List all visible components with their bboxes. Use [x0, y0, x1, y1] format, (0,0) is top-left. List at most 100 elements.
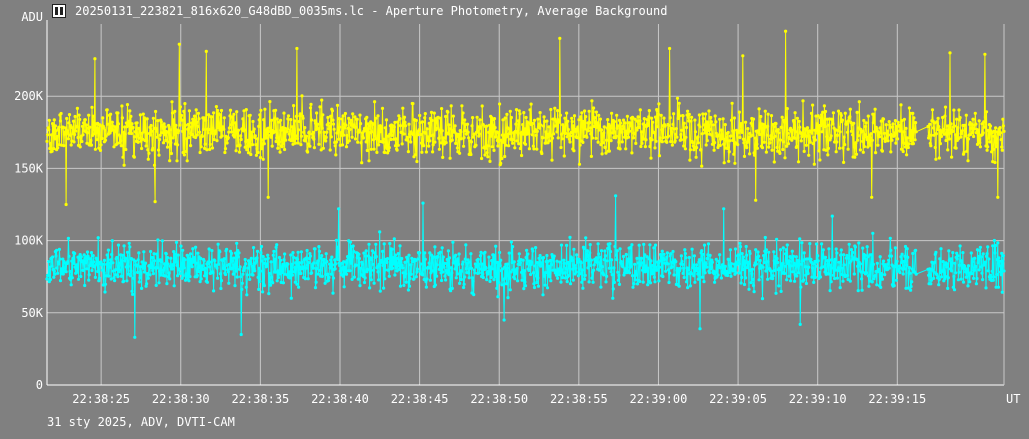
data-point: [821, 248, 825, 252]
data-point: [674, 260, 678, 264]
data-point: [297, 128, 301, 132]
data-point: [326, 121, 331, 125]
data-point: [857, 241, 861, 245]
data-point: [904, 286, 908, 290]
data-point: [341, 114, 345, 118]
data-point: [804, 273, 808, 277]
data-point: [123, 132, 127, 136]
data-point: [458, 281, 462, 285]
data-point: [813, 275, 818, 279]
data-point: [864, 121, 868, 125]
data-point: [262, 118, 266, 122]
data-point: [58, 279, 63, 283]
data-point: [963, 264, 967, 268]
data-point: [737, 262, 741, 266]
data-point: [517, 142, 521, 146]
data-point: [186, 122, 190, 127]
data-point: [331, 122, 336, 126]
data-point: [955, 251, 959, 255]
data-point: [529, 102, 533, 106]
data-point: [733, 161, 737, 165]
data-point: [847, 242, 851, 246]
data-point: [656, 112, 661, 116]
data-point: [799, 262, 803, 266]
data-point: [698, 327, 702, 331]
data-point: [662, 252, 666, 256]
data-point: [269, 135, 273, 139]
data-point: [422, 144, 426, 148]
data-point: [335, 245, 340, 249]
data-point: [209, 131, 213, 135]
data-point: [515, 267, 519, 271]
data-point: [402, 283, 406, 287]
data-point: [657, 279, 661, 283]
data-point: [755, 146, 760, 150]
data-point: [218, 128, 222, 132]
data-point: [75, 263, 79, 267]
grid-layer: [47, 24, 1004, 385]
data-point: [504, 135, 508, 139]
data-point: [480, 262, 484, 266]
data-point: [197, 117, 201, 121]
data-point: [974, 282, 979, 286]
data-point: [523, 280, 527, 284]
data-point: [204, 118, 208, 122]
data-point: [258, 113, 262, 117]
data-point: [836, 109, 841, 113]
data-point: [278, 150, 282, 154]
data-point: [298, 112, 302, 116]
data-point: [688, 148, 693, 152]
data-point: [804, 128, 808, 132]
data-point: [761, 122, 765, 126]
data-point: [474, 143, 478, 147]
data-point: [742, 141, 746, 145]
data-point: [201, 127, 206, 131]
data-point: [82, 253, 86, 257]
data-point: [57, 262, 61, 266]
data-point: [56, 271, 60, 275]
data-point: [588, 126, 592, 130]
data-point: [742, 282, 747, 287]
data-point: [116, 275, 120, 279]
data-point: [407, 122, 411, 126]
data-point: [158, 137, 162, 142]
data-point: [514, 108, 519, 112]
data-point: [100, 136, 104, 141]
data-point: [599, 128, 604, 132]
data-point: [713, 114, 717, 118]
data-point: [664, 269, 668, 273]
data-point: [279, 258, 283, 262]
data-point: [633, 132, 637, 136]
data-point: [288, 128, 292, 133]
data-point: [108, 261, 112, 265]
data-point: [110, 252, 114, 257]
data-point: [444, 278, 448, 282]
data-point: [929, 278, 934, 282]
data-point: [161, 141, 166, 145]
data-point: [212, 111, 216, 115]
data-point: [416, 133, 420, 137]
data-point: [199, 145, 203, 149]
data-point: [80, 124, 85, 128]
data-point: [347, 254, 351, 258]
data-point: [121, 155, 125, 159]
data-point: [432, 269, 436, 273]
data-point: [654, 265, 658, 269]
data-point: [985, 148, 989, 152]
data-point: [366, 122, 370, 126]
data-point: [241, 272, 245, 276]
data-point: [485, 278, 489, 282]
data-point: [178, 271, 182, 276]
data-point: [549, 107, 553, 112]
data-point: [646, 283, 650, 287]
data-point: [501, 118, 505, 122]
data-point: [174, 240, 179, 244]
data-point: [1001, 124, 1006, 128]
data-point: [985, 252, 989, 256]
data-point: [648, 281, 653, 285]
data-point: [704, 262, 708, 266]
data-point: [903, 254, 907, 258]
data-point: [890, 125, 895, 129]
data-point: [632, 136, 636, 140]
data-point: [558, 36, 562, 41]
